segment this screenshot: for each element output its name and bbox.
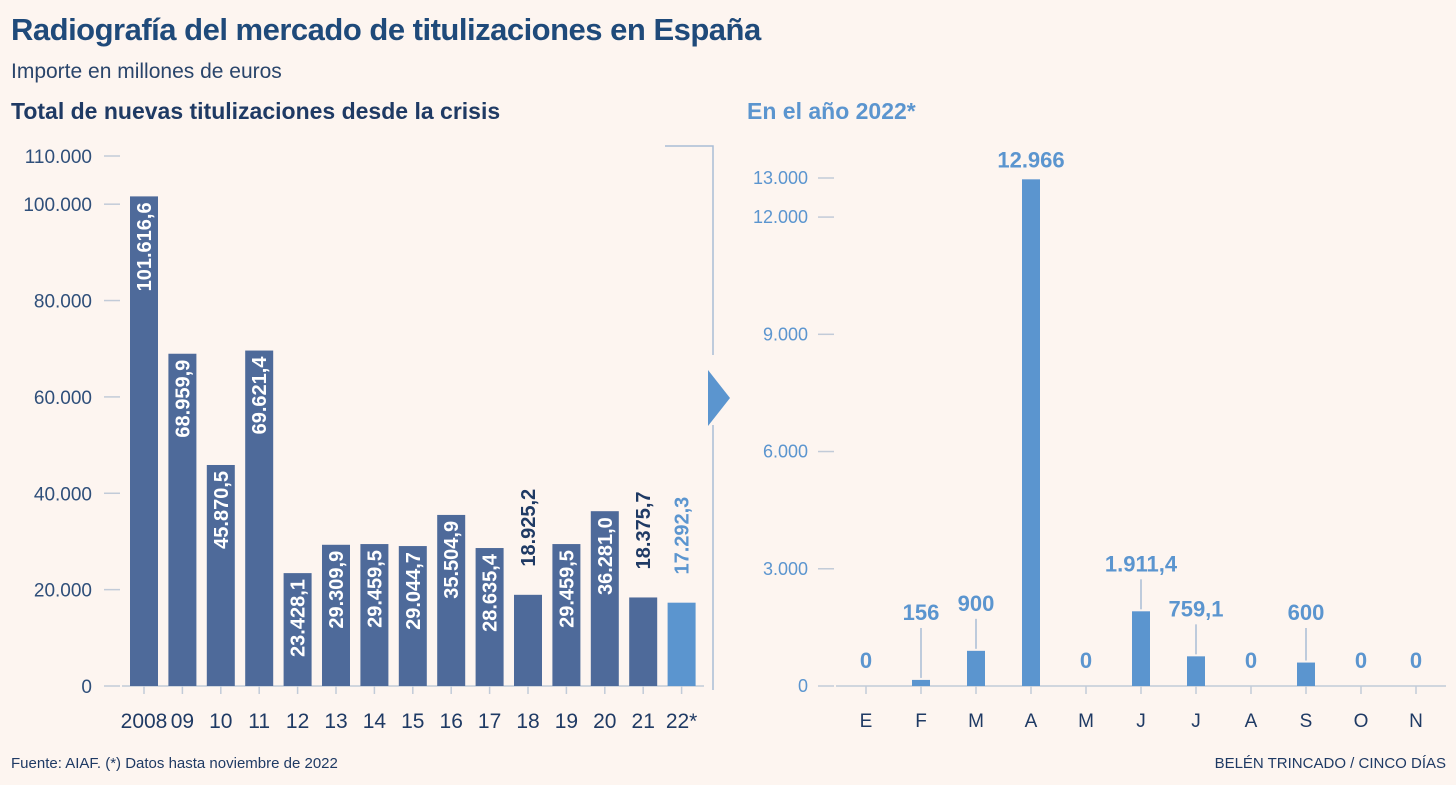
data-label: 35.504,9 [441, 521, 463, 599]
page-title: Radiografía del mercado de titulizacione… [11, 12, 761, 47]
bar [514, 594, 542, 686]
bar [1132, 611, 1150, 686]
x-tick-label: A [1025, 711, 1038, 732]
bar [283, 573, 312, 686]
x-tick-label: N [1409, 711, 1423, 732]
annual-issuance-chart: 0 20.000 40.000 60.000 80.000 100.000 110.000 2… [23, 147, 704, 733]
x-tick-label: E [860, 711, 873, 732]
y-tick-label: 100.000 [23, 195, 92, 216]
y-tick-label: 20.000 [34, 581, 92, 602]
x-tick-label: S [1300, 711, 1313, 732]
bar [967, 650, 985, 686]
x-tick-label: 18 [516, 710, 539, 733]
bar [1022, 179, 1040, 686]
data-label: 0 [1245, 648, 1257, 673]
y-tick-label: 3.000 [763, 559, 808, 579]
data-label: 0 [860, 648, 872, 673]
data-label: 29.309,9 [326, 551, 348, 629]
x-tick-label: O [1354, 711, 1369, 732]
data-label: 69.621,4 [249, 356, 271, 435]
y-tick-label: 9.000 [763, 324, 808, 344]
x-tick-label: 09 [171, 710, 194, 733]
left-chart-title: Total de nuevas titulizaciones desde la … [11, 98, 501, 124]
y-tick-label: 80.000 [34, 292, 92, 313]
x-tick-label: 10 [209, 710, 232, 733]
x-tick-label: A [1245, 711, 1258, 732]
data-label: 29.044,7 [403, 552, 425, 630]
x-tick-label: 21 [632, 710, 655, 733]
right-chart-title: En el año 2022* [747, 98, 916, 124]
x-tick-label: M [968, 711, 984, 732]
x-tick-label: 11 [248, 710, 270, 733]
bar [1187, 656, 1205, 686]
x-tick-label: 17 [478, 710, 501, 733]
bar [912, 679, 930, 686]
data-label: 68.959,9 [172, 360, 194, 438]
x-tick-label: 2008 [121, 710, 168, 733]
data-label: 0 [1410, 648, 1422, 673]
data-label: 29.459,5 [364, 550, 386, 628]
data-label: 23.428,1 [288, 579, 310, 657]
data-label: 759,1 [1168, 596, 1223, 621]
bar [398, 546, 427, 686]
bar [590, 511, 619, 686]
data-label: 29.459,5 [556, 550, 578, 628]
data-label: 17.292,3 [672, 497, 694, 575]
bar [629, 597, 658, 686]
bar [1297, 662, 1315, 686]
bar [206, 464, 235, 686]
x-tick-label: 16 [440, 710, 463, 733]
bar [245, 350, 274, 686]
data-label: 45.870,5 [211, 471, 233, 549]
data-label: 1.911,4 [1105, 551, 1178, 576]
monthly-2022-chart: 0 3.000 6.000 9.000 12.000 13.000 E 0 F 156 M 900 A 1… [753, 147, 1446, 732]
x-tick-label: 19 [555, 710, 578, 733]
data-label: 101.616,6 [134, 202, 156, 291]
x-tick-label: 15 [401, 710, 424, 733]
author-credit: BELÉN TRINCADO / CINCO DÍAS [1214, 755, 1446, 772]
x-tick-label: 14 [363, 710, 387, 733]
bar [322, 544, 350, 686]
connector-bracket [665, 145, 730, 690]
x-tick-label: 12 [286, 710, 309, 733]
data-label: 36.281,0 [595, 517, 617, 595]
bar [130, 196, 158, 686]
y-tick-label: 60.000 [34, 388, 92, 409]
x-tick-label: J [1191, 711, 1201, 732]
data-label: 156 [903, 600, 940, 625]
data-label: 28.635,4 [480, 553, 502, 632]
data-label: 0 [1080, 648, 1092, 673]
data-label: 18.375,7 [633, 491, 655, 569]
x-tick-label: 22* [666, 710, 698, 733]
data-label: 0 [1355, 648, 1367, 673]
y-tick-label: 0 [81, 677, 92, 698]
x-tick-label: 20 [593, 710, 616, 733]
data-label: 600 [1288, 600, 1325, 625]
source-note: Fuente: AIAF. (*) Datos hasta noviembre … [11, 755, 338, 772]
x-tick-label: J [1136, 711, 1146, 732]
bar [475, 548, 504, 686]
bar [667, 602, 696, 686]
arrow-right-icon [708, 370, 730, 426]
x-tick-label: F [915, 711, 927, 732]
bar [552, 544, 581, 686]
data-label: 900 [958, 591, 995, 616]
x-tick-label: M [1078, 711, 1094, 732]
page-subtitle: Importe en millones de euros [11, 60, 282, 83]
data-label: 18.925,2 [518, 489, 540, 567]
y-tick-label: 6.000 [763, 442, 808, 462]
bracket-upper-line [665, 145, 714, 355]
bar [168, 353, 197, 686]
x-tick-label: 13 [324, 710, 347, 733]
y-tick-label: 12.000 [753, 207, 808, 227]
data-label: 12.966 [997, 147, 1064, 172]
y-tick-label: 40.000 [34, 484, 92, 505]
y-tick-label: 0 [798, 676, 808, 696]
y-tick-label: 110.000 [25, 147, 92, 168]
y-tick-label: 13.000 [753, 168, 808, 188]
bar [360, 544, 389, 686]
bar [437, 514, 466, 686]
